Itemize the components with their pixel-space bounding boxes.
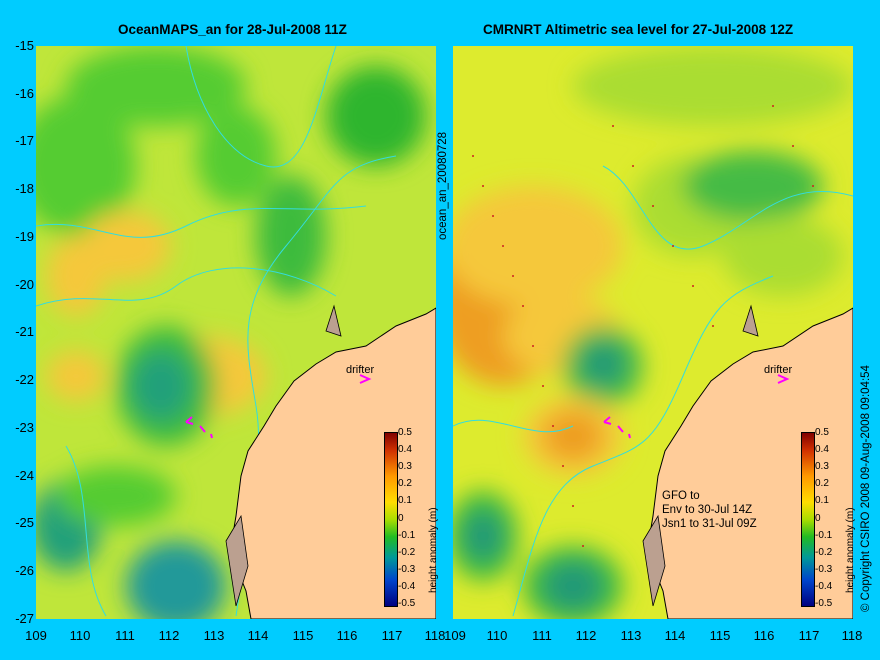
- x-tick: 116: [336, 628, 358, 643]
- x-tick: 117: [798, 628, 820, 643]
- colorbar-tick: 0: [815, 513, 821, 524]
- left-colorbar-ticks: 0.5 0.4 0.3 0.2 0.1 0 -0.1 -0.2 -0.3 -0.…: [398, 427, 428, 612]
- colorbar-tick: 0.5: [815, 427, 829, 438]
- x-tick: 115: [292, 628, 314, 643]
- left-drifter-label: drifter: [346, 364, 375, 376]
- y-tick: -26: [15, 563, 34, 578]
- copyright-label: © Copyright CSIRO 2008 09-Aug-2008 09:04…: [860, 365, 872, 612]
- colorbar-tick: 0.5: [398, 427, 412, 438]
- right-colorbar: [801, 432, 815, 607]
- x-tick: 112: [158, 628, 180, 643]
- x-tick: 115: [709, 628, 731, 643]
- colorbar-tick: 0.1: [398, 495, 412, 506]
- colorbar-tick: 0.2: [815, 478, 829, 489]
- x-tick: 109: [444, 628, 466, 643]
- y-tick: -16: [15, 86, 34, 101]
- y-tick: -27: [15, 611, 34, 626]
- env-line: Env to 30-Jul 14Z: [662, 504, 753, 516]
- right-contour-lines: [453, 165, 853, 617]
- colorbar-tick: -0.2: [815, 547, 833, 558]
- colorbar-tick: 0.1: [815, 495, 829, 506]
- x-tick: 112: [575, 628, 597, 643]
- run-id-label: ocean_an_20080728: [437, 131, 449, 240]
- colorbar-tick: -0.3: [815, 564, 833, 575]
- x-tick: 109: [25, 628, 47, 643]
- y-tick: -15: [15, 38, 34, 53]
- right-drifter-track-icon: [603, 416, 631, 439]
- y-tick: -18: [15, 181, 34, 196]
- colorbar-tick: -0.5: [398, 598, 416, 609]
- y-tick: -25: [15, 515, 34, 530]
- left-drifter-track-icon: [185, 416, 213, 439]
- y-tick: -19: [15, 229, 34, 244]
- colorbar-tick: 0: [398, 513, 404, 524]
- left-map-title: OceanMAPS_an for 28-Jul-2008 11Z: [118, 22, 347, 37]
- left-colorbar: [384, 432, 398, 607]
- right-drifter-arrow-icon: [777, 374, 790, 384]
- right-colorbar-title: height anomaly (m): [845, 507, 856, 593]
- colorbar-tick: 0.4: [815, 444, 829, 455]
- x-tick: 113: [620, 628, 642, 643]
- left-drifter-arrow-icon: [359, 374, 372, 384]
- y-tick: -24: [15, 468, 34, 483]
- x-tick: 114: [664, 628, 686, 643]
- gfo-line: GFO to: [662, 490, 700, 502]
- colorbar-tick: -0.5: [815, 598, 833, 609]
- colorbar-tick: 0.3: [815, 461, 829, 472]
- x-tick: 110: [486, 628, 508, 643]
- x-tick: 118: [424, 628, 446, 643]
- x-tick: 114: [247, 628, 269, 643]
- right-height-anomaly-field: [453, 46, 853, 619]
- jsn1-line: Jsn1 to 31-Jul 09Z: [662, 518, 757, 530]
- x-tick: 113: [203, 628, 225, 643]
- colorbar-tick: 0.4: [398, 444, 412, 455]
- colorbar-tick: -0.2: [398, 547, 416, 558]
- right-colorbar-ticks: 0.5 0.4 0.3 0.2 0.1 0 -0.1 -0.2 -0.3 -0.…: [815, 427, 845, 612]
- x-tick: 118: [841, 628, 863, 643]
- left-map-panel: [36, 46, 436, 619]
- y-tick: -20: [15, 277, 34, 292]
- x-tick: 116: [753, 628, 775, 643]
- colorbar-tick: -0.1: [398, 530, 416, 541]
- right-map-panel: [453, 46, 853, 619]
- colorbar-tick: 0.2: [398, 478, 412, 489]
- y-tick: -22: [15, 372, 34, 387]
- x-tick: 117: [381, 628, 403, 643]
- left-colorbar-title: height anomaly (m): [428, 507, 439, 593]
- satellite-coverage-note: GFO to Env to 30-Jul 14Z Jsn1 to 31-Jul …: [662, 489, 757, 531]
- y-tick: -23: [15, 420, 34, 435]
- colorbar-tick: 0.3: [398, 461, 412, 472]
- x-tick: 110: [69, 628, 91, 643]
- y-tick: -21: [15, 324, 34, 339]
- colorbar-tick: -0.3: [398, 564, 416, 575]
- x-tick: 111: [115, 628, 135, 643]
- right-drifter-label: drifter: [764, 364, 793, 376]
- right-map-title: CMRNRT Altimetric sea level for 27-Jul-2…: [483, 22, 794, 37]
- colorbar-tick: -0.4: [398, 581, 416, 592]
- colorbar-tick: -0.4: [815, 581, 833, 592]
- colorbar-tick: -0.1: [815, 530, 833, 541]
- left-height-anomaly-field: [36, 46, 436, 619]
- right-altimeter-tracks: [472, 105, 814, 547]
- y-tick: -17: [15, 133, 34, 148]
- x-tick: 111: [532, 628, 552, 643]
